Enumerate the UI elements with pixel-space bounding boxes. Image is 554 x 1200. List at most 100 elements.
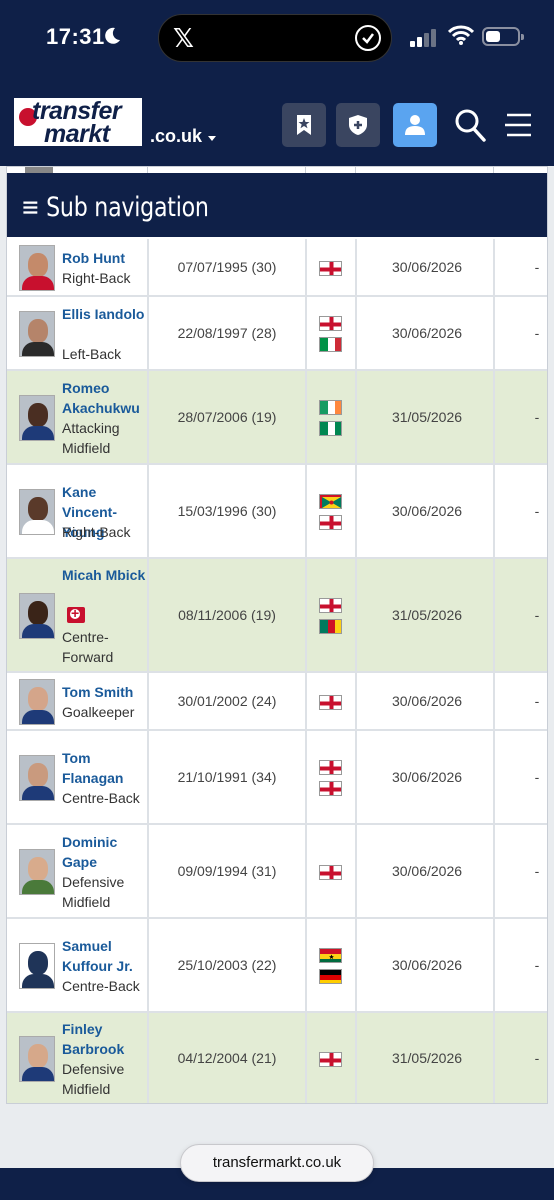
hamburger-menu-icon[interactable] <box>504 112 532 138</box>
extra-value: - <box>534 325 540 341</box>
player-name-link[interactable]: Dominic Gape <box>62 834 118 870</box>
date-of-birth: 30/01/2002 (24) <box>177 693 277 709</box>
sub-navigation-toggle[interactable]: ≡ Sub navigation <box>7 173 547 237</box>
extra-value: - <box>534 769 540 785</box>
player-position: Centre-Back <box>62 790 140 806</box>
extra-value: - <box>534 503 540 519</box>
extra-value: - <box>534 957 540 973</box>
player-name-link[interactable]: Micah Mbick <box>62 567 146 583</box>
extra-value: - <box>534 863 540 879</box>
extra-value: - <box>534 607 540 623</box>
england-flag-icon <box>319 865 342 880</box>
england-flag-icon <box>319 598 342 613</box>
watchlist-button[interactable] <box>282 103 326 147</box>
sub-navigation-label: ≡ Sub navigation <box>21 192 209 223</box>
contract-expiry: 30/06/2026 <box>391 863 463 879</box>
player-photo[interactable] <box>19 245 55 291</box>
x-app-icon: 𝕏 <box>173 24 194 54</box>
date-of-birth: 25/10/2003 (22) <box>177 957 277 973</box>
ball-icon <box>19 108 37 126</box>
contract-expiry: 31/05/2026 <box>391 607 463 623</box>
wifi-icon <box>448 25 474 45</box>
player-position: Centre-Forward <box>62 629 114 665</box>
table-row: Tom Flanagan Centre-Back 21/10/1991 (34) 30… <box>7 731 547 825</box>
transfermarkt-logo[interactable]: transfer markt <box>12 96 144 148</box>
player-photo[interactable] <box>19 755 55 801</box>
shield-plus-icon <box>349 115 367 135</box>
search-icon[interactable] <box>454 108 486 142</box>
moon-icon <box>105 27 120 44</box>
extra-value: - <box>534 259 540 275</box>
player-name-link[interactable]: Finley Barbrook <box>62 1021 125 1057</box>
player-photo[interactable] <box>19 1036 55 1082</box>
player-name-link[interactable]: Romeo Akachukwu <box>62 380 140 416</box>
player-photo[interactable] <box>19 489 55 535</box>
player-name-link[interactable]: Ellis Iandolo <box>62 306 145 322</box>
germany-flag-icon <box>319 969 342 984</box>
player-photo[interactable] <box>19 849 55 895</box>
player-photo[interactable] <box>19 943 55 989</box>
extra-value: - <box>534 693 540 709</box>
user-icon <box>405 115 425 135</box>
england-flag-icon <box>319 316 342 331</box>
england-flag-icon <box>319 781 342 796</box>
bookmark-star-icon <box>297 115 311 135</box>
chevron-down-icon[interactable] <box>208 136 216 141</box>
date-of-birth: 08/11/2006 (19) <box>178 607 276 623</box>
user-profile-button[interactable] <box>393 103 437 147</box>
injury-icon[interactable] <box>67 605 85 623</box>
player-name-link[interactable]: Tom Smith <box>62 684 134 700</box>
date-of-birth: 07/07/1995 (30) <box>177 259 277 275</box>
app-header: 17:31 𝕏 transfer markt .co.uk <box>0 0 554 166</box>
table-row: Kane Vincent-Young Right-Back 15/03/1996 (… <box>7 465 547 559</box>
england-flag-icon <box>319 760 342 775</box>
date-of-birth: 09/09/1994 (31) <box>177 863 277 879</box>
italy-flag-icon <box>319 337 342 352</box>
status-time: 17:31 <box>46 24 105 49</box>
contract-expiry: 30/06/2026 <box>391 693 463 709</box>
table-row: Dominic Gape Defensive Midfield 09/09/1994… <box>7 825 547 919</box>
extra-value: - <box>534 1050 540 1066</box>
player-position: Right-Back <box>62 524 131 540</box>
player-name-link[interactable]: Kane Vincent-Young <box>62 484 117 540</box>
squad-table: ≡ Sub navigation Rob Hunt Right-Back 07/07… <box>6 166 548 1104</box>
england-flag-icon <box>319 515 342 530</box>
cameroon-flag-icon <box>319 619 342 634</box>
nigeria-flag-icon <box>319 421 342 436</box>
extra-value: - <box>534 409 540 425</box>
player-photo[interactable] <box>19 679 55 725</box>
address-bar[interactable]: transfermarkt.co.uk <box>180 1144 374 1182</box>
domain-selector[interactable]: .co.uk <box>150 126 203 146</box>
player-position: Defensive Midfield <box>62 1061 125 1097</box>
player-name-link[interactable]: Tom Flanagan <box>62 750 124 786</box>
player-position: Goalkeeper <box>62 704 135 720</box>
contract-expiry: 30/06/2026 <box>391 503 463 519</box>
contract-expiry: 30/06/2026 <box>391 957 463 973</box>
player-position: Left-Back <box>62 346 122 362</box>
cellular-signal-icon <box>410 29 436 47</box>
table-row: Rob Hunt Right-Back 07/07/1995 (30) 30/06/2… <box>7 239 547 297</box>
date-of-birth: 28/07/2006 (19) <box>177 409 277 425</box>
player-name-link[interactable]: Samuel Kuffour Jr. <box>62 938 133 974</box>
player-photo[interactable] <box>19 311 55 357</box>
check-circle-icon <box>355 25 381 51</box>
table-row: Finley Barbrook Defensive Midfield 04/12/2… <box>7 1013 547 1103</box>
table-row: Romeo Akachukwu Attacking Midfield 28/07/2… <box>7 371 547 465</box>
player-position: Defensive Midfield <box>62 874 125 910</box>
club-shield-button[interactable] <box>336 103 380 147</box>
player-position: Centre-Back <box>62 978 140 994</box>
contract-expiry: 31/05/2026 <box>391 1050 463 1066</box>
table-row: Ellis Iandolo Left-Back 22/08/1997 (28) 30/… <box>7 297 547 371</box>
england-flag-icon <box>319 261 342 276</box>
contract-expiry: 30/06/2026 <box>391 259 463 275</box>
address-bar-url: transfermarkt.co.uk <box>212 1154 342 1171</box>
player-photo[interactable] <box>19 395 55 441</box>
table-row: Samuel Kuffour Jr. Centre-Back 25/10/2003 … <box>7 919 547 1013</box>
table-row: Tom Smith Goalkeeper 30/01/2002 (24) 30/06/… <box>7 673 547 731</box>
player-photo[interactable] <box>19 593 55 639</box>
england-flag-icon <box>319 1052 342 1067</box>
player-name-link[interactable]: Rob Hunt <box>62 250 125 266</box>
contract-expiry: 31/05/2026 <box>391 409 463 425</box>
england-flag-icon <box>319 695 342 710</box>
date-of-birth: 22/08/1997 (28) <box>177 325 277 341</box>
